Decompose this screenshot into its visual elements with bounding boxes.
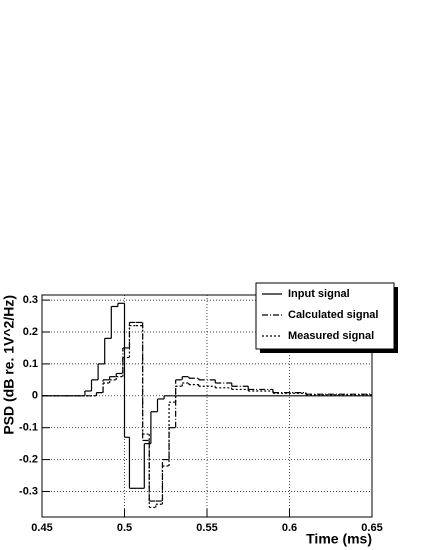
y-tick-label: 0.1: [23, 358, 38, 370]
y-tick-label: 0.2: [23, 326, 38, 338]
y-axis-title: PSD (dB re. 1V^2/Hz): [1, 295, 17, 435]
x-tick-label: 0.6: [282, 522, 297, 534]
y-tick-label: -0.2: [19, 453, 38, 465]
x-tick-label: 0.5: [117, 522, 132, 534]
plot-frame: [41, 294, 373, 518]
y-tick-label: -0.3: [19, 485, 38, 497]
x-tick-label: 0.55: [196, 522, 217, 534]
legend-label: Measured signal: [288, 330, 374, 342]
y-tick-label: 0.3: [23, 294, 38, 306]
x-tick-label: 0.45: [31, 522, 52, 534]
legend-label: Input signal: [288, 288, 350, 300]
y-tick-label: 0: [32, 390, 38, 402]
legend-label: Calculated signal: [288, 309, 378, 321]
y-tick-label: -0.1: [19, 422, 38, 434]
x-axis-title: Time (ms): [306, 531, 372, 547]
x-tick-label: 0.65: [361, 522, 382, 534]
